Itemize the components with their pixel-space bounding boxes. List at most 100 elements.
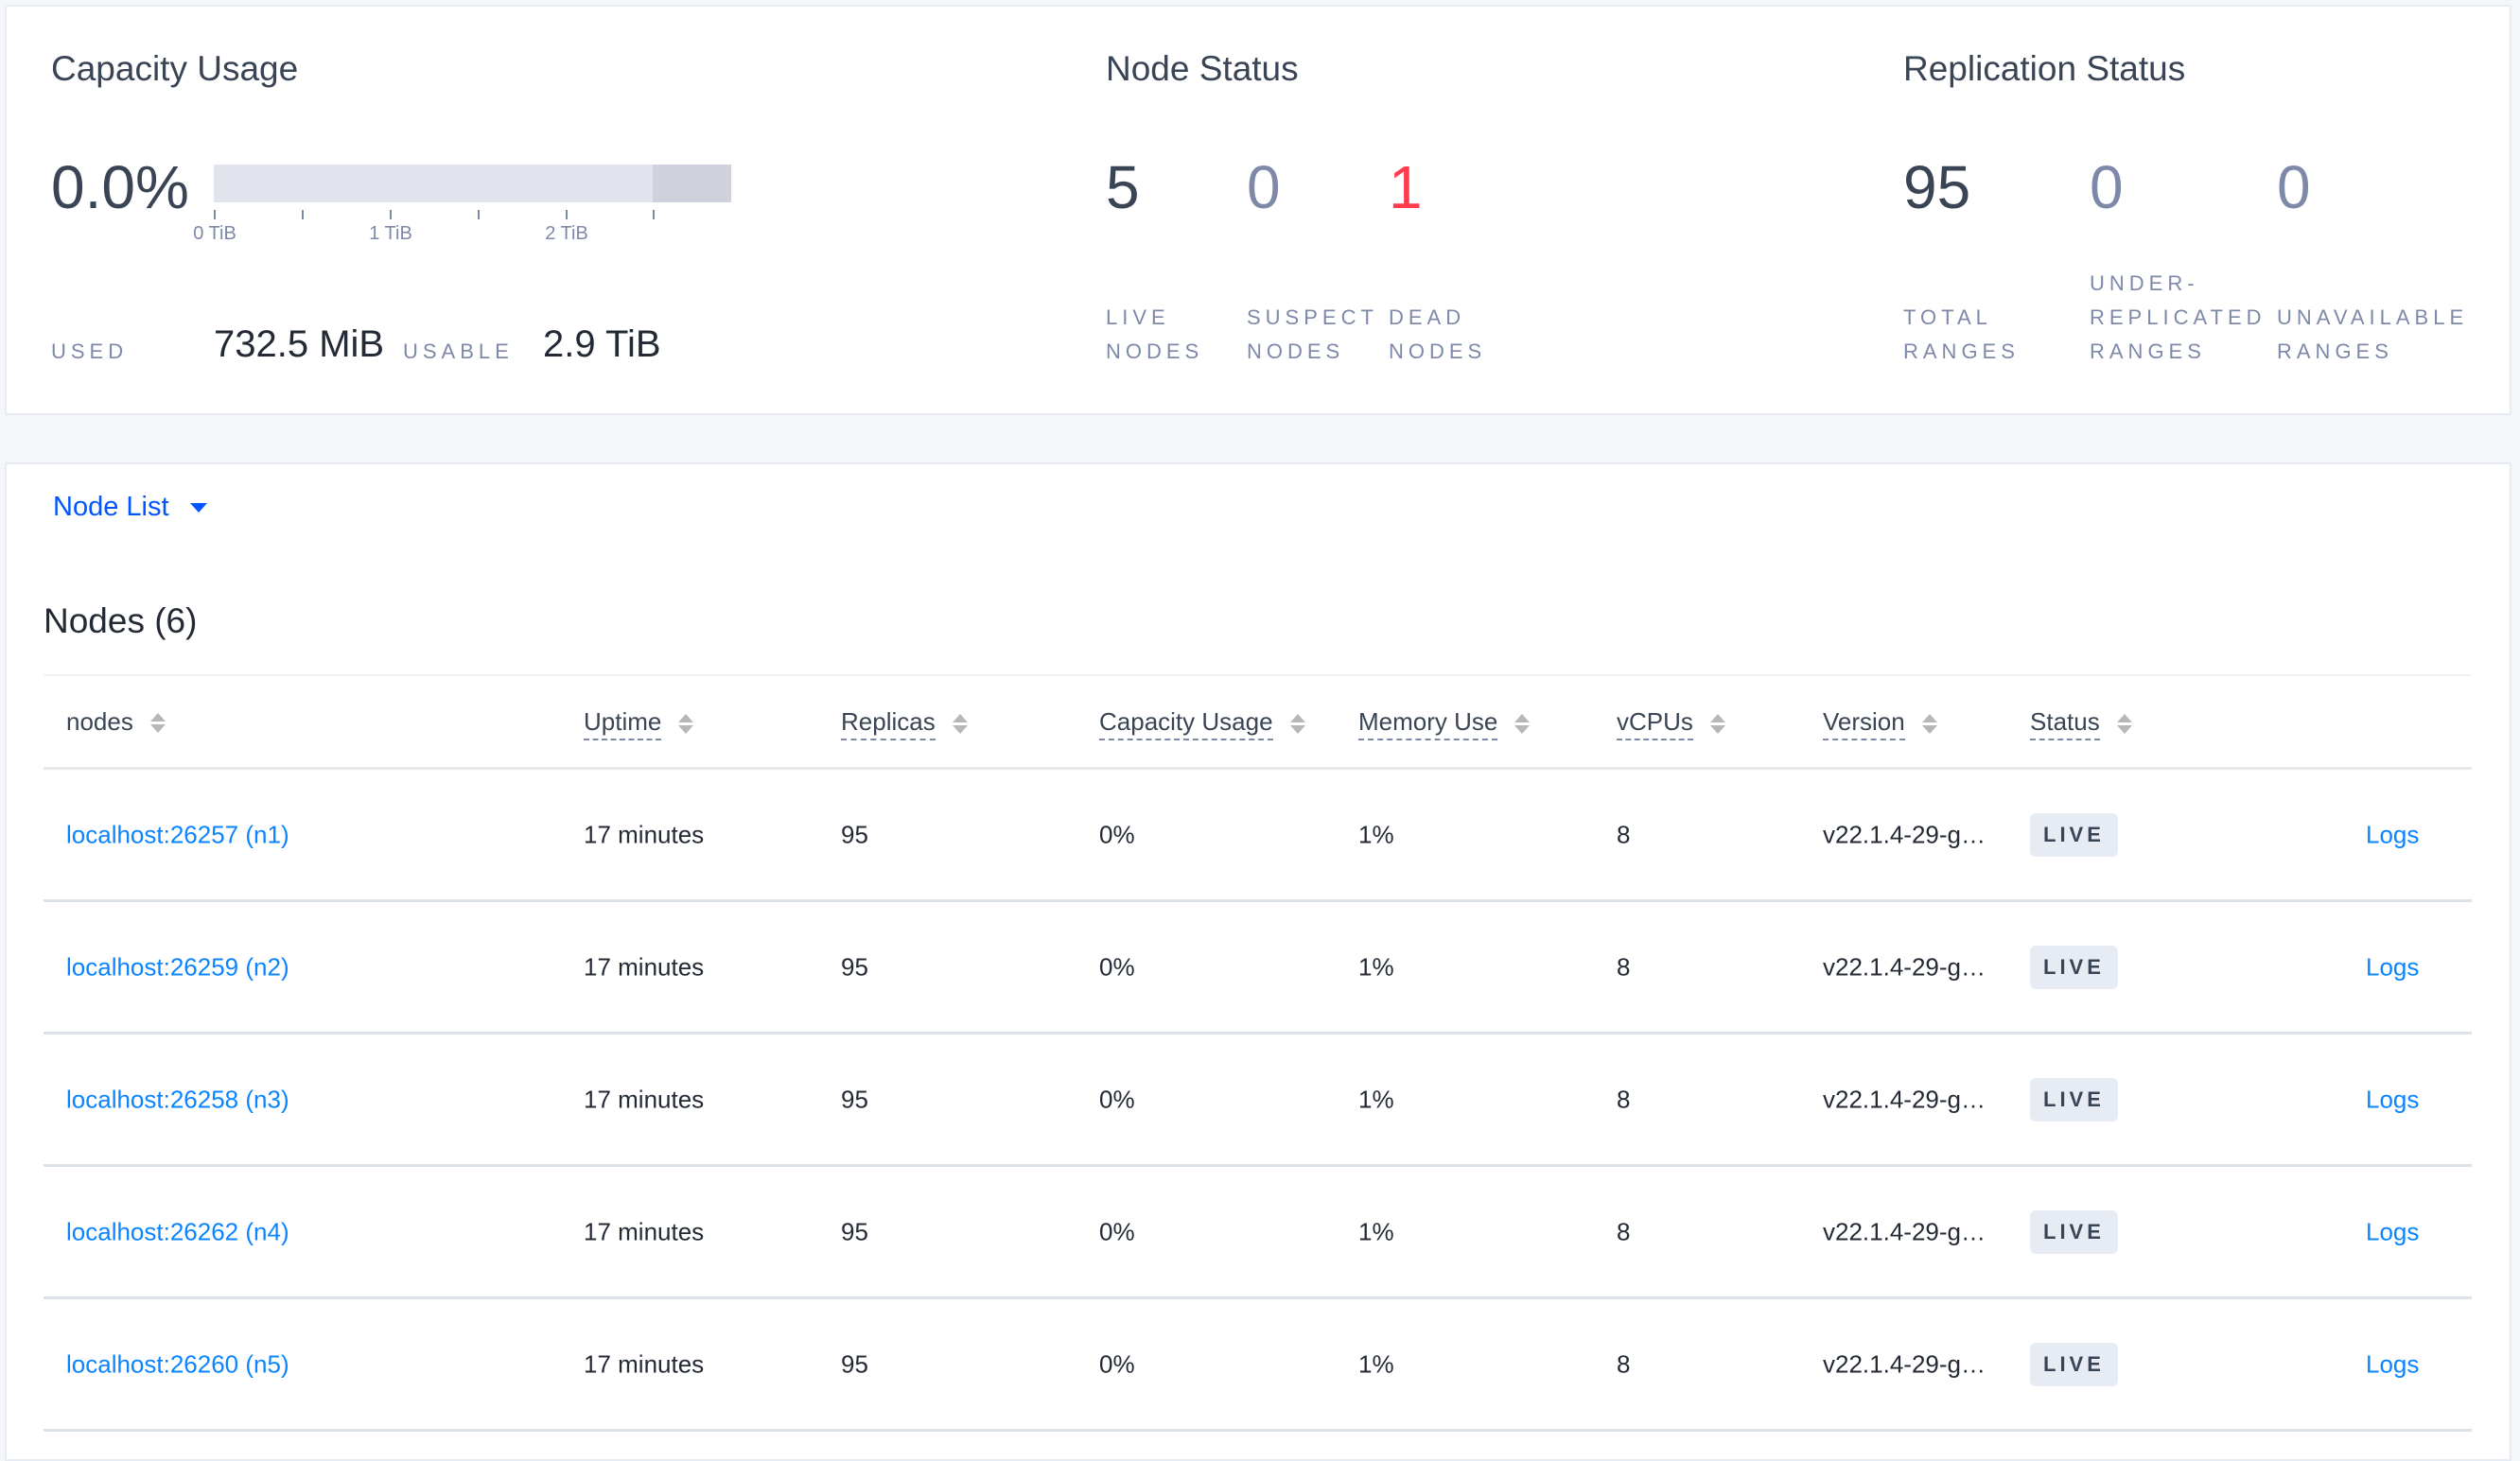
node-link[interactable]: localhost:26257 (n1) bbox=[66, 820, 289, 848]
memory-cell: 1% bbox=[1358, 1349, 1394, 1378]
dead-nodes-label: DEAD NODES bbox=[1389, 301, 1486, 369]
sort-icon bbox=[952, 714, 968, 734]
sort-icon bbox=[1921, 714, 1937, 734]
node-status-title: Node Status bbox=[1106, 49, 1299, 88]
version-cell: v22.1.4-29-g… bbox=[1823, 952, 1986, 981]
node-link[interactable]: localhost:26258 (n3) bbox=[66, 1085, 289, 1113]
axis-tick bbox=[653, 210, 655, 219]
label-line: RANGES bbox=[1903, 339, 2020, 363]
under-replicated-count: 0 bbox=[2090, 153, 2124, 221]
memory-cell: 1% bbox=[1358, 1217, 1394, 1245]
memory-cell: 1% bbox=[1358, 820, 1394, 848]
label-line: RANGES bbox=[2277, 339, 2393, 363]
label-line: NODES bbox=[1106, 339, 1204, 363]
sort-icon bbox=[678, 714, 694, 734]
suspect-nodes-count: 0 bbox=[1247, 153, 1281, 221]
label-line: DEAD bbox=[1389, 305, 1466, 329]
version-cell: v22.1.4-29-g… bbox=[1823, 820, 1986, 848]
column-label: Status bbox=[2030, 707, 2100, 740]
usable-label: USABLE bbox=[403, 339, 514, 363]
capacity-title: Capacity Usage bbox=[51, 49, 299, 88]
under-replicated-label: UNDER- REPLICATED RANGES bbox=[2090, 267, 2266, 369]
axis-tick bbox=[478, 210, 480, 219]
suspect-nodes-label: SUSPECT NODES bbox=[1247, 301, 1378, 369]
vcpus-cell: 8 bbox=[1617, 820, 1631, 848]
memory-cell: 1% bbox=[1358, 1085, 1394, 1113]
view-select-label: Node List bbox=[53, 492, 169, 522]
sort-icon bbox=[1289, 714, 1305, 734]
column-label: vCPUs bbox=[1617, 707, 1693, 740]
column-header-replicas[interactable]: Replicas bbox=[841, 707, 968, 740]
status-badge: LIVE bbox=[2030, 945, 2118, 989]
node-link[interactable]: localhost:26262 (n4) bbox=[66, 1217, 289, 1245]
view-select-dropdown[interactable]: Node List bbox=[53, 492, 207, 523]
vcpus-cell: 8 bbox=[1617, 1085, 1631, 1113]
node-link[interactable]: localhost:26260 (n5) bbox=[66, 1349, 289, 1378]
nodes-title: Nodes (6) bbox=[44, 601, 198, 640]
status-badge: LIVE bbox=[2030, 812, 2118, 857]
uptime-cell: 17 minutes bbox=[584, 1085, 705, 1113]
label-line: LIVE bbox=[1106, 305, 1170, 329]
sort-icon bbox=[1709, 714, 1725, 734]
column-label: Uptime bbox=[584, 707, 662, 740]
axis-tick bbox=[390, 210, 392, 219]
label-line: NODES bbox=[1247, 339, 1345, 363]
column-header-vcpus[interactable]: vCPUs bbox=[1617, 707, 1725, 740]
live-nodes-label: LIVE NODES bbox=[1106, 301, 1203, 369]
version-cell: v22.1.4-29-g… bbox=[1823, 1217, 1986, 1245]
axis-tick bbox=[214, 210, 216, 219]
header-divider bbox=[44, 767, 2472, 770]
column-header-capacity[interactable]: Capacity Usage bbox=[1099, 707, 1305, 740]
capacity-bar-available bbox=[653, 165, 731, 202]
summary-card bbox=[5, 5, 2511, 415]
column-header-status[interactable]: Status bbox=[2030, 707, 2132, 740]
label-line: RANGES bbox=[2090, 339, 2206, 363]
axis-label: 1 TiB bbox=[369, 223, 412, 244]
status-badge: LIVE bbox=[2030, 1342, 2118, 1386]
column-label: Version bbox=[1823, 707, 1905, 740]
replicas-cell: 95 bbox=[841, 1349, 868, 1378]
label-line: UNDER- bbox=[2090, 271, 2199, 295]
column-label: nodes bbox=[66, 707, 133, 736]
caret-down-icon bbox=[189, 502, 207, 513]
uptime-cell: 17 minutes bbox=[584, 1349, 705, 1378]
sort-icon bbox=[149, 713, 166, 733]
total-ranges-label: TOTAL RANGES bbox=[1903, 301, 2020, 369]
label-line: TOTAL bbox=[1903, 305, 1992, 329]
view-select-bar bbox=[5, 462, 2511, 555]
axis-label: 0 TiB bbox=[193, 223, 236, 244]
column-header-uptime[interactable]: Uptime bbox=[584, 707, 694, 740]
logs-link[interactable]: Logs bbox=[2366, 1217, 2420, 1245]
logs-link[interactable]: Logs bbox=[2366, 1085, 2420, 1113]
capacity-percent: 0.0% bbox=[51, 153, 189, 221]
column-label: Replicas bbox=[841, 707, 936, 740]
uptime-cell: 17 minutes bbox=[584, 1217, 705, 1245]
vcpus-cell: 8 bbox=[1617, 1217, 1631, 1245]
logs-link[interactable]: Logs bbox=[2366, 1349, 2420, 1378]
logs-link[interactable]: Logs bbox=[2366, 952, 2420, 981]
uptime-cell: 17 minutes bbox=[584, 820, 705, 848]
column-label: Capacity Usage bbox=[1099, 707, 1273, 740]
replication-title: Replication Status bbox=[1903, 49, 2186, 88]
column-header-version[interactable]: Version bbox=[1823, 707, 1937, 740]
column-label: Memory Use bbox=[1358, 707, 1498, 740]
capacity-cell: 0% bbox=[1099, 952, 1135, 981]
label-line: REPLICATED bbox=[2090, 305, 2266, 329]
replicas-cell: 95 bbox=[841, 1085, 868, 1113]
dead-nodes-count: 1 bbox=[1389, 153, 1423, 221]
capacity-cell: 0% bbox=[1099, 820, 1135, 848]
capacity-cell: 0% bbox=[1099, 1349, 1135, 1378]
table-row: localhost:26258 (n3) 17 minutes 95 0% 1% 8 v22… bbox=[44, 1035, 2472, 1167]
logs-link[interactable]: Logs bbox=[2366, 820, 2420, 848]
used-label: USED bbox=[51, 339, 129, 363]
replicas-cell: 95 bbox=[841, 1217, 868, 1245]
capacity-cell: 0% bbox=[1099, 1217, 1135, 1245]
node-link[interactable]: localhost:26259 (n2) bbox=[66, 952, 289, 981]
total-ranges-count: 95 bbox=[1903, 153, 1971, 221]
unavailable-label: UNAVAILABLE RANGES bbox=[2277, 301, 2468, 369]
column-header-nodes[interactable]: nodes bbox=[66, 707, 166, 739]
version-cell: v22.1.4-29-g… bbox=[1823, 1085, 1986, 1113]
label-line: SUSPECT bbox=[1247, 305, 1378, 329]
label-line: UNAVAILABLE bbox=[2277, 305, 2469, 329]
column-header-memory[interactable]: Memory Use bbox=[1358, 707, 1531, 740]
